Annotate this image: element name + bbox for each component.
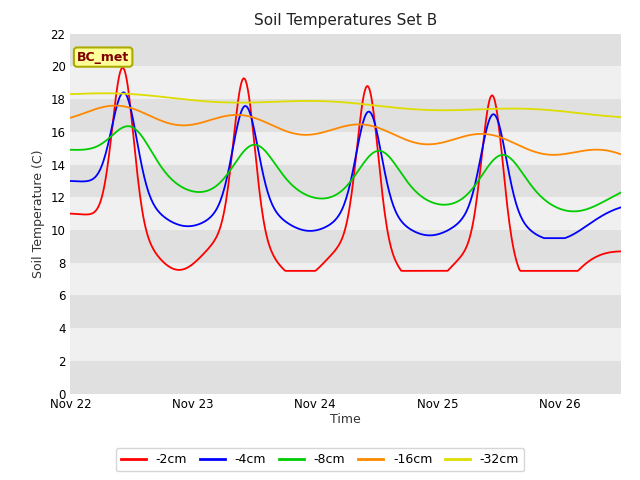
Text: BC_met: BC_met	[77, 50, 129, 63]
X-axis label: Time: Time	[330, 413, 361, 426]
Bar	[70, 197, 621, 230]
Title: Soil Temperatures Set B: Soil Temperatures Set B	[254, 13, 437, 28]
Y-axis label: Soil Temperature (C): Soil Temperature (C)	[32, 149, 45, 278]
Bar	[70, 230, 621, 263]
Bar	[70, 165, 621, 197]
Bar	[70, 66, 621, 99]
Bar	[70, 132, 621, 165]
Bar	[70, 99, 621, 132]
Bar	[70, 263, 621, 295]
Bar	[70, 34, 621, 66]
Bar	[70, 295, 621, 328]
Legend: -2cm, -4cm, -8cm, -16cm, -32cm: -2cm, -4cm, -8cm, -16cm, -32cm	[116, 448, 524, 471]
Bar	[70, 361, 621, 394]
Bar	[70, 328, 621, 361]
